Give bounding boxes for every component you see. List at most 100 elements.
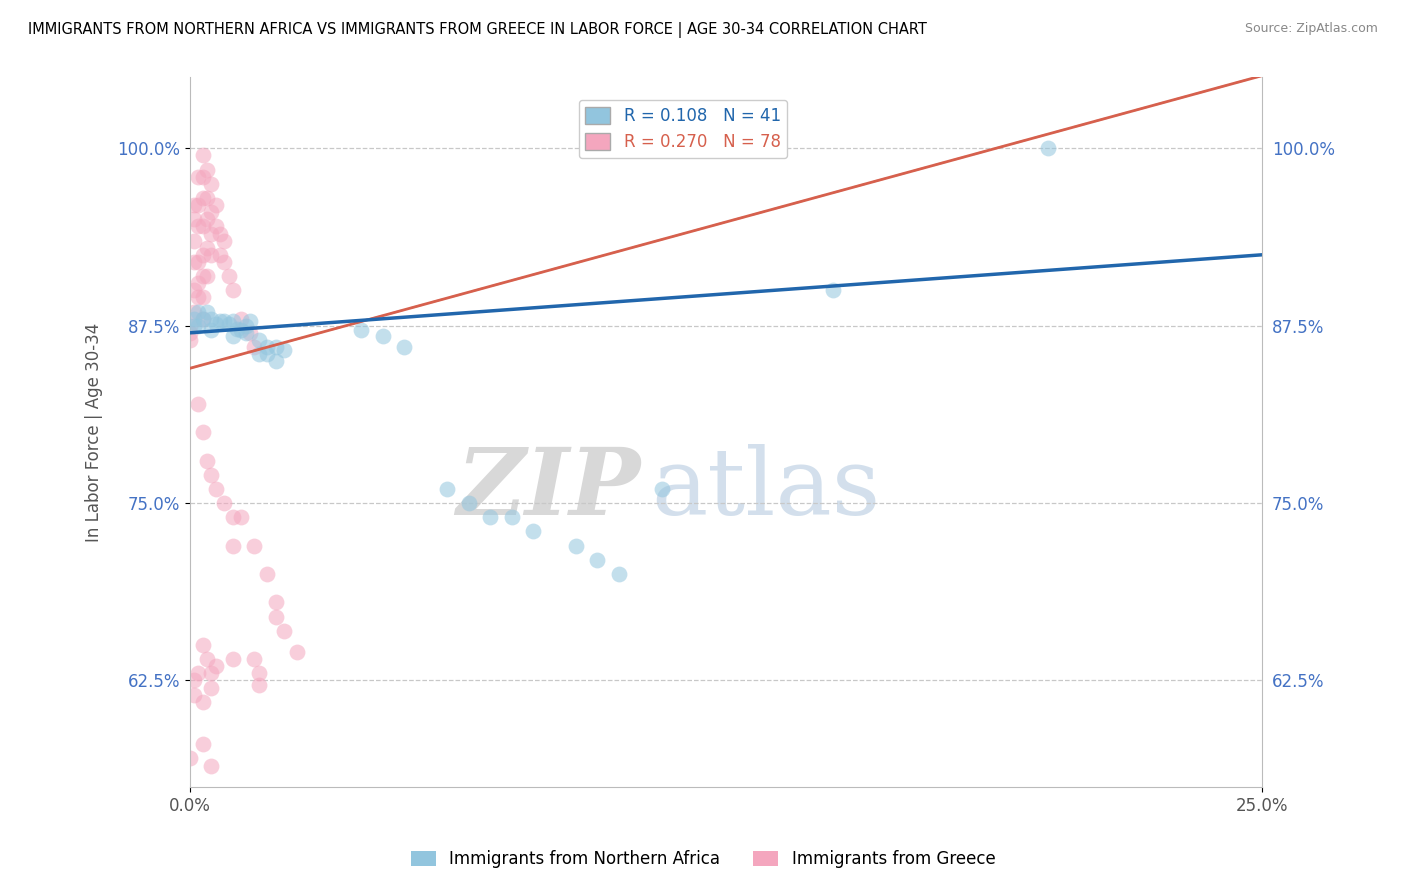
- Point: [222, 652, 245, 666]
- Point: [200, 467, 222, 482]
- Point: [436, 482, 458, 496]
- Point: [191, 169, 214, 184]
- Point: [239, 326, 262, 340]
- Point: [273, 343, 295, 357]
- Point: [212, 255, 235, 269]
- Point: [371, 328, 394, 343]
- Point: [195, 191, 218, 205]
- Point: [187, 198, 209, 212]
- Point: [235, 326, 257, 340]
- Point: [183, 673, 205, 688]
- Point: [200, 227, 222, 241]
- Point: [200, 681, 222, 695]
- Point: [607, 567, 630, 582]
- Point: [264, 340, 287, 354]
- Point: [183, 255, 205, 269]
- Y-axis label: In Labor Force | Age 30-34: In Labor Force | Age 30-34: [86, 323, 103, 541]
- Point: [222, 328, 245, 343]
- Point: [191, 311, 214, 326]
- Point: [285, 645, 308, 659]
- Point: [200, 248, 222, 262]
- Text: atlas: atlas: [651, 444, 880, 534]
- Point: [231, 311, 253, 326]
- Point: [183, 212, 205, 227]
- Point: [191, 148, 214, 162]
- Point: [243, 340, 266, 354]
- Point: [183, 304, 205, 318]
- Point: [222, 314, 245, 328]
- Point: [501, 510, 523, 524]
- Point: [204, 482, 226, 496]
- Point: [183, 198, 205, 212]
- Point: [212, 496, 235, 510]
- Point: [187, 304, 209, 318]
- Point: [239, 314, 262, 328]
- Point: [231, 510, 253, 524]
- Point: [179, 333, 201, 347]
- Point: [191, 311, 214, 326]
- Point: [200, 177, 222, 191]
- Point: [195, 241, 218, 255]
- Point: [183, 688, 205, 702]
- Point: [218, 268, 240, 283]
- Point: [195, 453, 218, 467]
- Point: [256, 340, 278, 354]
- Point: [204, 219, 226, 234]
- Point: [191, 737, 214, 751]
- Point: [586, 553, 609, 567]
- Point: [256, 567, 278, 582]
- Point: [222, 539, 245, 553]
- Point: [191, 248, 214, 262]
- Point: [522, 524, 544, 539]
- Point: [222, 510, 245, 524]
- Point: [195, 268, 218, 283]
- Point: [187, 318, 209, 333]
- Point: [191, 268, 214, 283]
- Point: [187, 169, 209, 184]
- Point: [183, 311, 205, 326]
- Point: [204, 318, 226, 332]
- Point: [247, 666, 270, 681]
- Point: [231, 323, 253, 337]
- Point: [200, 758, 222, 772]
- Text: ZIP: ZIP: [456, 444, 640, 534]
- Point: [187, 219, 209, 234]
- Point: [187, 276, 209, 290]
- Point: [191, 191, 214, 205]
- Point: [183, 318, 205, 333]
- Point: [195, 652, 218, 666]
- Text: IMMIGRANTS FROM NORTHERN AFRICA VS IMMIGRANTS FROM GREECE IN LABOR FORCE | AGE 3: IMMIGRANTS FROM NORTHERN AFRICA VS IMMIG…: [28, 22, 927, 38]
- Point: [204, 198, 226, 212]
- Point: [200, 666, 222, 681]
- Point: [191, 219, 214, 234]
- Point: [200, 311, 222, 326]
- Point: [183, 234, 205, 248]
- Point: [273, 624, 295, 638]
- Point: [479, 510, 502, 524]
- Point: [256, 347, 278, 361]
- Point: [208, 248, 231, 262]
- Point: [264, 595, 287, 609]
- Point: [1036, 141, 1059, 155]
- Point: [195, 304, 218, 318]
- Point: [183, 283, 205, 297]
- Point: [208, 314, 231, 328]
- Legend: R = 0.108   N = 41, R = 0.270   N = 78: R = 0.108 N = 41, R = 0.270 N = 78: [579, 100, 787, 158]
- Point: [179, 326, 201, 340]
- Point: [350, 323, 373, 337]
- Point: [212, 234, 235, 248]
- Point: [191, 290, 214, 304]
- Point: [823, 283, 845, 297]
- Point: [247, 333, 270, 347]
- Point: [204, 659, 226, 673]
- Point: [187, 255, 209, 269]
- Point: [187, 290, 209, 304]
- Point: [243, 652, 266, 666]
- Point: [264, 609, 287, 624]
- Point: [191, 425, 214, 439]
- Point: [187, 666, 209, 681]
- Point: [187, 397, 209, 411]
- Point: [179, 318, 201, 333]
- Text: Source: ZipAtlas.com: Source: ZipAtlas.com: [1244, 22, 1378, 36]
- Point: [264, 354, 287, 368]
